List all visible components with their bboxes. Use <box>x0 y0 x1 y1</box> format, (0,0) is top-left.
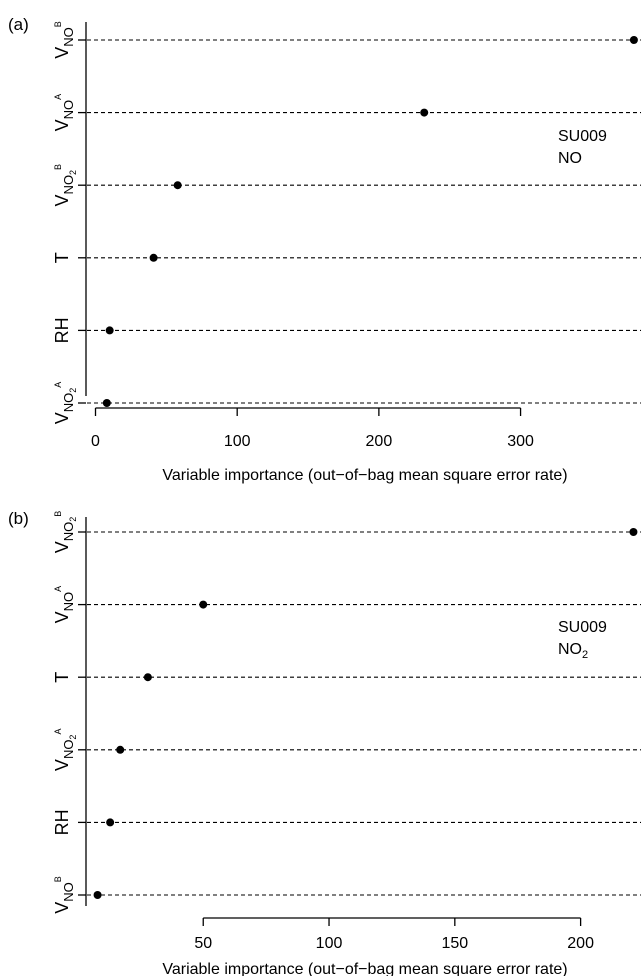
y-tick-label: VNO2A <box>52 729 78 772</box>
label-base: V <box>52 611 72 623</box>
label-base: V <box>52 759 72 771</box>
x-tick-label: 50 <box>194 935 212 952</box>
x-tick-label: 0 <box>91 433 100 450</box>
data-point <box>116 745 125 754</box>
data-point <box>106 818 115 827</box>
data-point <box>149 253 158 262</box>
y-tick-label: RH <box>52 809 72 835</box>
label-base: V <box>52 119 72 131</box>
label-superscript: B <box>53 511 63 517</box>
label-superscript: B <box>53 164 63 170</box>
label-subscript-2: 2 <box>68 388 78 393</box>
label-subscript-2: 2 <box>68 735 78 740</box>
data-point <box>420 108 429 117</box>
x-tick-label: 300 <box>507 433 534 450</box>
label-subscript: NO <box>61 592 76 612</box>
y-tick-label: VNO2A <box>52 382 78 425</box>
y-tick-label: RH <box>52 317 72 343</box>
y-tick-label: VNOA <box>52 586 76 624</box>
y-tick-label: VNOA <box>52 94 76 132</box>
x-axis-label: Variable importance (out−of−bag mean squ… <box>162 467 567 484</box>
label-subscript: NO <box>61 522 76 542</box>
label-base: V <box>52 194 72 206</box>
label-base: RH <box>52 317 72 343</box>
x-axis-label: Variable importance (out−of−bag mean squ… <box>162 961 567 976</box>
label-subscript-2: 2 <box>68 517 78 522</box>
data-point <box>629 36 638 44</box>
label-superscript: A <box>53 586 63 592</box>
y-tick-label: VNOB <box>52 21 76 59</box>
panel-label: (a) <box>8 15 29 34</box>
label-base: V <box>52 47 72 59</box>
y-tick-label: VNO2B <box>52 511 78 554</box>
x-tick-label: 200 <box>567 935 594 952</box>
y-tick-label: T <box>52 672 72 683</box>
label-base: T <box>52 672 72 683</box>
data-point <box>199 600 208 609</box>
label-subscript-2: 2 <box>68 170 78 175</box>
y-tick-label: T <box>52 252 72 263</box>
data-point <box>102 399 111 407</box>
y-tick-label: VNO2B <box>52 164 78 207</box>
data-point <box>173 181 182 190</box>
x-tick-label: 100 <box>224 433 251 450</box>
label-superscript: B <box>53 876 63 882</box>
label-subscript: NO <box>61 393 76 413</box>
label-subscript: NO <box>61 175 76 195</box>
annotation-site: SU009 <box>558 619 607 636</box>
data-point <box>629 528 638 536</box>
label-subscript: NO <box>61 27 76 47</box>
label-base: RH <box>52 809 72 835</box>
chart-panel-a: (a) 0 100 200 300 Variable importance (out−of… <box>8 15 641 484</box>
label-base: T <box>52 252 72 263</box>
x-tick-label: 150 <box>441 935 468 952</box>
label-base: V <box>52 412 72 424</box>
annotation-species: NO2 <box>558 641 588 661</box>
annotation-site: SU009 <box>558 128 607 145</box>
annotation-species: NO <box>558 150 582 167</box>
label-superscript: A <box>53 94 63 100</box>
annotation-species-base: NO <box>558 150 582 167</box>
annotation-species-base: NO <box>558 641 582 658</box>
data-point <box>105 326 114 335</box>
x-tick-label: 100 <box>316 935 343 952</box>
data-point <box>143 673 152 682</box>
label-subscript: NO <box>61 100 76 120</box>
label-base: V <box>52 902 72 914</box>
label-superscript: B <box>53 21 63 27</box>
data-point <box>93 891 102 899</box>
x-tick-label: 200 <box>366 433 393 450</box>
label-base: V <box>52 541 72 553</box>
label-subscript: NO <box>61 882 76 902</box>
label-superscript: A <box>53 729 63 735</box>
label-subscript: NO <box>61 740 76 760</box>
label-superscript: A <box>53 382 63 388</box>
annotation-species-sub: 2 <box>582 649 588 661</box>
y-tick-label: VNOB <box>52 876 76 914</box>
panel-label: (b) <box>8 509 29 528</box>
